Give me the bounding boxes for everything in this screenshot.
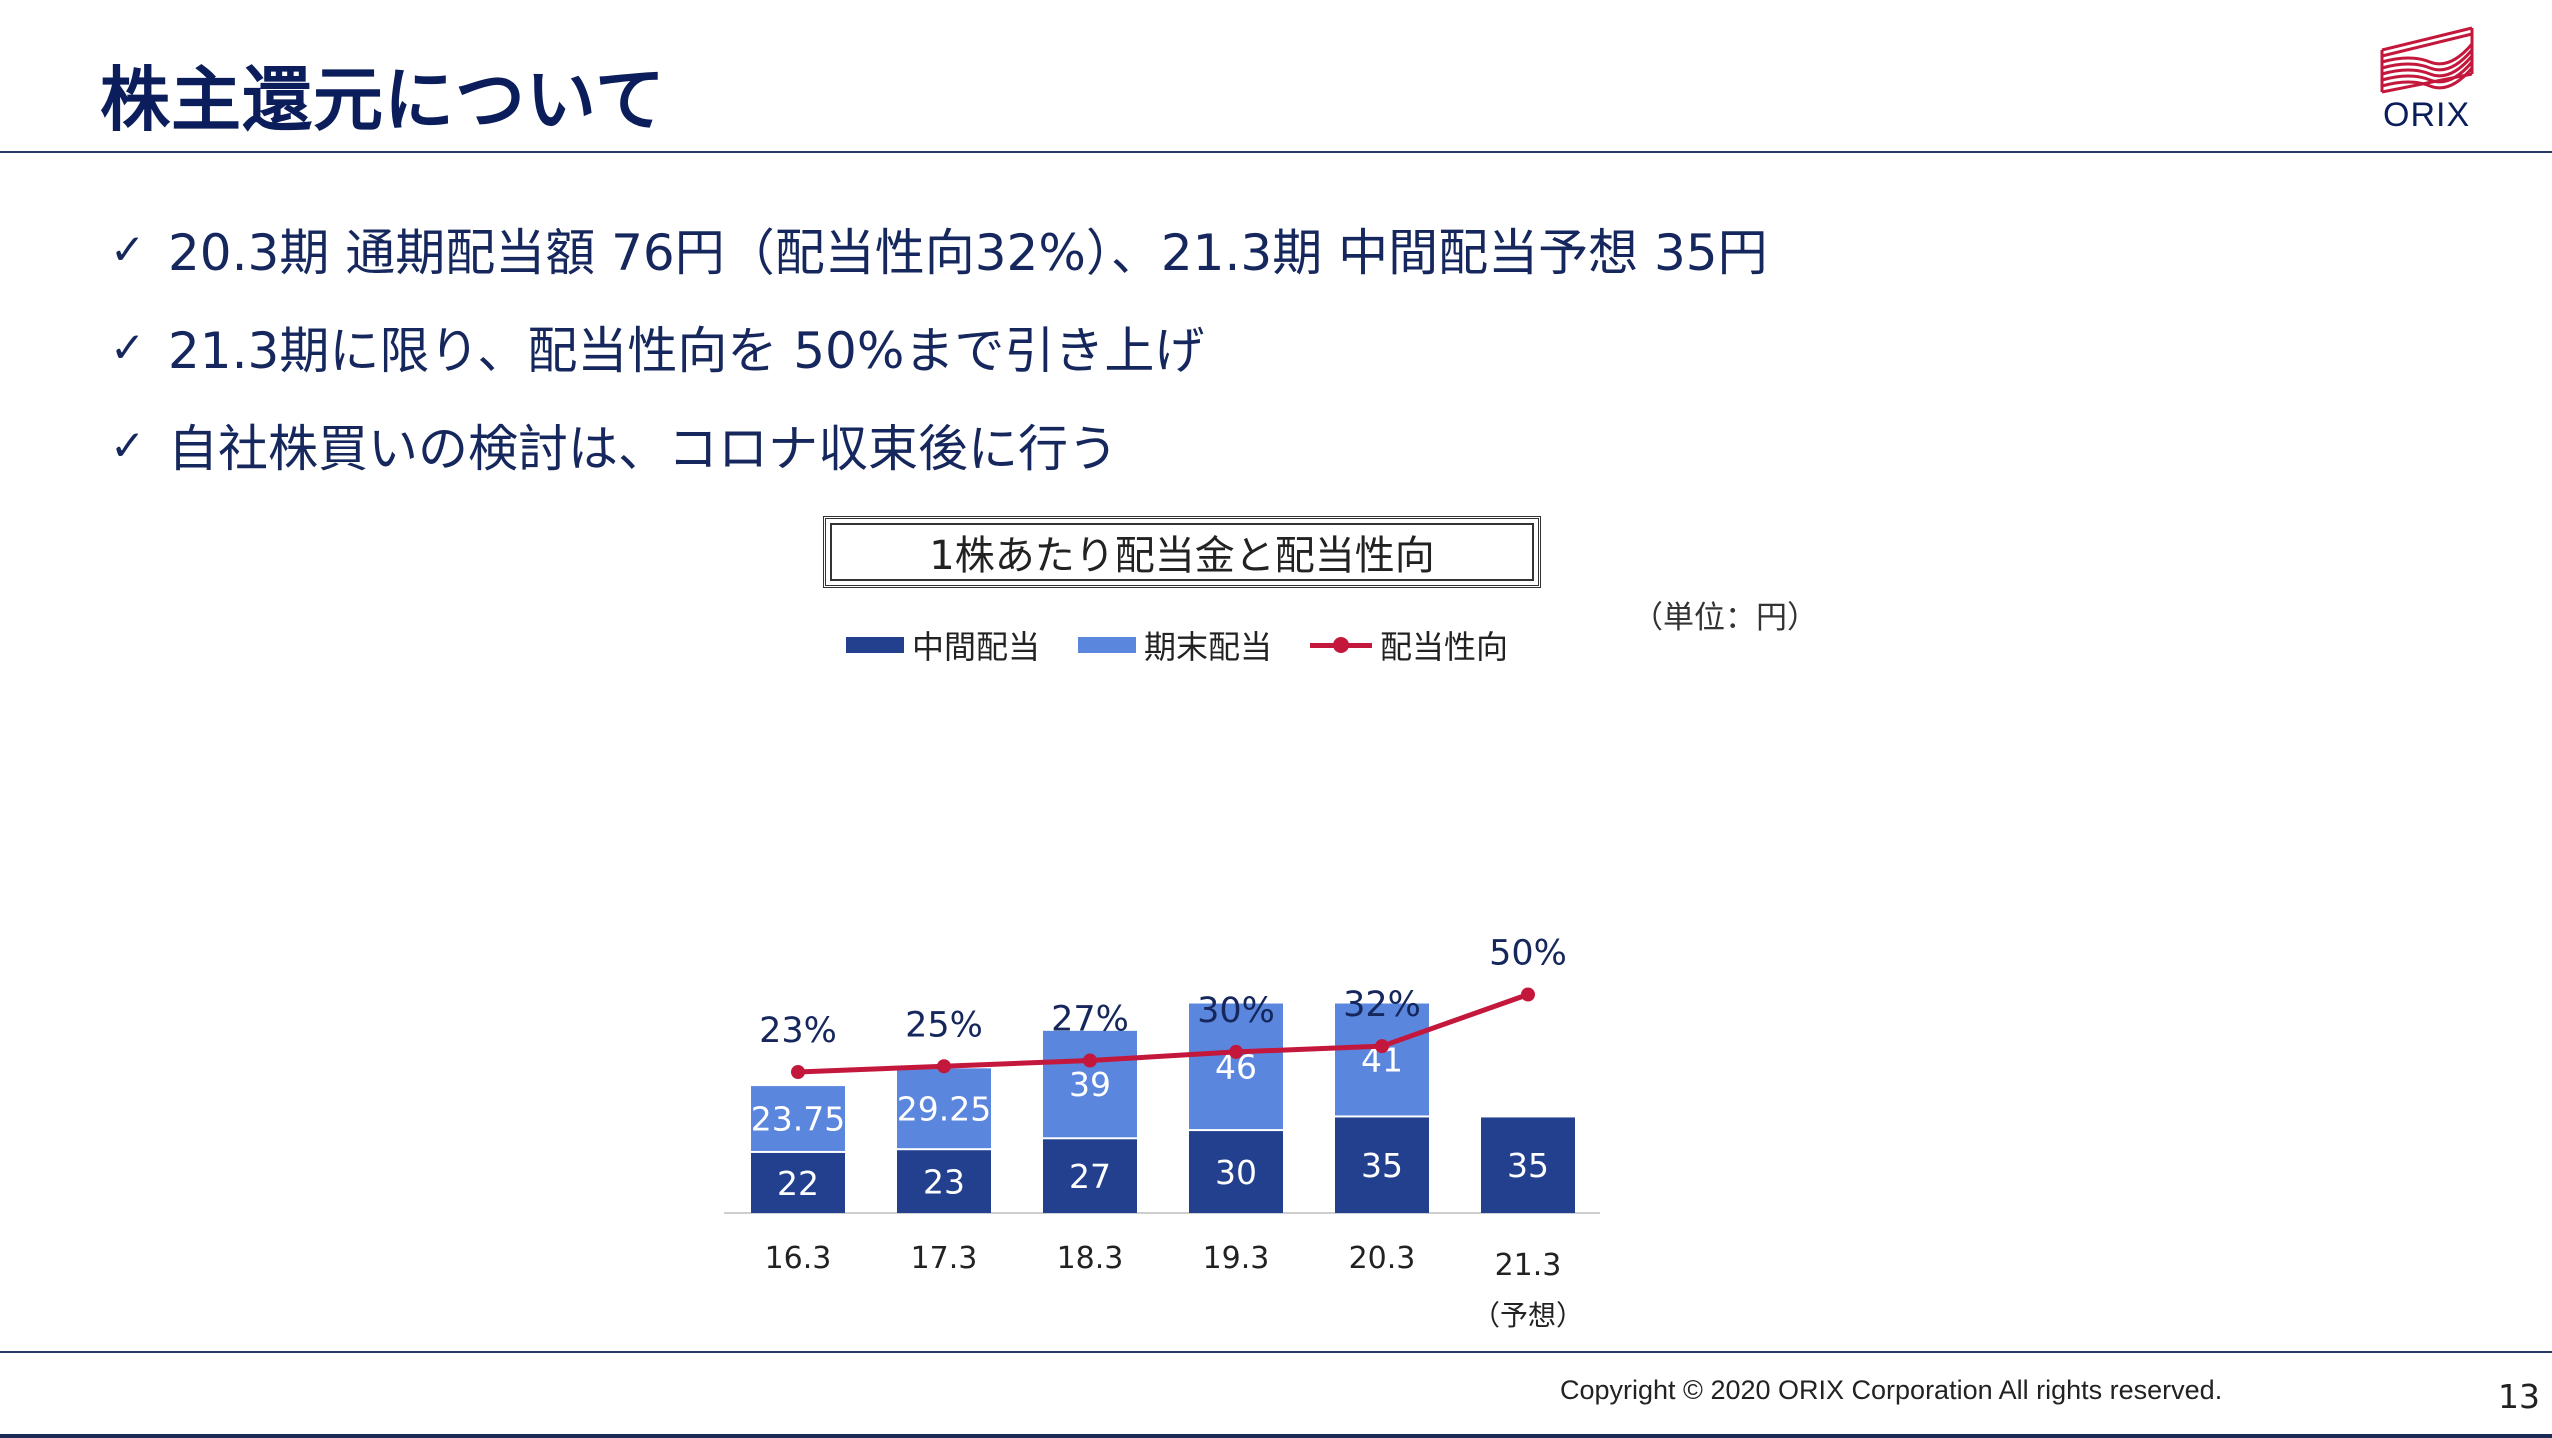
- bar-year-end: [1043, 1030, 1137, 1138]
- legend-item-payout: 配当性向: [1310, 622, 1508, 668]
- bar-year-end: [897, 1068, 991, 1149]
- unit-label: （単位：円）: [1632, 600, 1818, 636]
- bar-interim: [1335, 1117, 1429, 1213]
- payout-label: 50%: [1489, 934, 1567, 974]
- bar-year-end: [751, 1086, 845, 1151]
- bullet-list: ✓ 20.3期 通期配当額 76円（配当性向32%）、21.3期 中間配当予想 …: [110, 200, 1768, 494]
- bullet-text: 20.3期 通期配当額 76円（配当性向32%）、21.3期 中間配当予想 35…: [168, 224, 1768, 282]
- orix-logo-icon: [2380, 26, 2474, 94]
- bullet-item: ✓ 自社株買いの検討は、コロナ収束後に行う: [110, 396, 1768, 494]
- payout-line: [797, 992, 1529, 1075]
- x-tick-note: （予想）: [1472, 1299, 1584, 1332]
- bar-interim: [1189, 1131, 1283, 1213]
- bar-interim: [1481, 1117, 1575, 1213]
- bar-label-year-end: 23.75: [751, 1100, 845, 1139]
- bar-interim: [1043, 1139, 1137, 1213]
- x-tick-label: 20.3: [1349, 1241, 1416, 1276]
- legend-item-year-end: 期末配当: [1078, 622, 1272, 668]
- legend-line-marker-icon: [1310, 633, 1373, 657]
- bottom-border: [0, 1434, 2552, 1438]
- payout-point: [937, 1059, 951, 1074]
- payout-label: 32%: [1343, 985, 1421, 1025]
- copyright-text: Copyright © 2020 ORIX Corporation All ri…: [1560, 1375, 2223, 1405]
- legend-swatch-year-end: [1078, 637, 1137, 653]
- bullet-item: ✓ 20.3期 通期配当額 76円（配当性向32%）、21.3期 中間配当予想 …: [110, 200, 1768, 298]
- legend-label: 配当性向: [1380, 628, 1509, 666]
- bar-label-interim: 35: [1361, 1146, 1403, 1185]
- x-tick-label: 18.3: [1057, 1241, 1124, 1276]
- payout-label: 30%: [1197, 991, 1275, 1031]
- payout-label: 25%: [905, 1005, 983, 1045]
- bar-label-interim: 30: [1215, 1153, 1257, 1192]
- payout-point: [1229, 1044, 1243, 1059]
- bar-label-interim: 35: [1507, 1146, 1549, 1185]
- chart-legend: 中間配当 期末配当 配当性向: [846, 622, 1546, 668]
- x-tick-label: 17.3: [911, 1241, 978, 1276]
- check-icon: ✓: [110, 420, 146, 470]
- bar-label-year-end: 39: [1069, 1065, 1111, 1104]
- payout-point: [1521, 987, 1535, 1002]
- bullet-text: 21.3期に限り、配当性向を 50%まで引き上げ: [168, 322, 1205, 380]
- chart-title: 1株あたり配当金と配当性向: [823, 516, 1541, 588]
- header-divider: [0, 151, 2552, 153]
- payout-label: 23%: [759, 1011, 837, 1051]
- x-tick-label: 21.3: [1495, 1248, 1562, 1283]
- bar-label-interim: 27: [1069, 1157, 1111, 1196]
- page-number: 13: [2498, 1377, 2540, 1416]
- x-tick-label: 19.3: [1203, 1241, 1270, 1276]
- payout-point: [791, 1065, 805, 1079]
- bullet-item: ✓ 21.3期に限り、配当性向を 50%まで引き上げ: [110, 298, 1768, 396]
- payout-point: [1375, 1039, 1389, 1054]
- payout-label: 27%: [1051, 1000, 1129, 1040]
- bar-label-year-end: 29.25: [897, 1089, 991, 1128]
- check-icon: ✓: [110, 224, 146, 274]
- legend-label: 中間配当: [912, 628, 1041, 666]
- dividend-chart: 2223.7516.32329.2517.3273918.3304619.335…: [724, 934, 1600, 1332]
- legend-item-interim: 中間配当: [846, 622, 1040, 668]
- bar-label-interim: 23: [923, 1163, 965, 1202]
- bullet-text: 自社株買いの検討は、コロナ収束後に行う: [168, 420, 1118, 478]
- bar-year-end: [1335, 1003, 1429, 1116]
- footer-divider: [0, 1351, 2552, 1353]
- bar-interim: [751, 1152, 845, 1213]
- payout-point: [1083, 1053, 1097, 1068]
- legend-label: 期末配当: [1144, 628, 1273, 666]
- bar-year-end: [1189, 1003, 1283, 1130]
- page-title: 株主還元について: [100, 59, 666, 141]
- bar-interim: [897, 1150, 991, 1213]
- logo-text: ORIX: [2383, 96, 2471, 134]
- legend-swatch-interim: [846, 637, 904, 653]
- x-tick-label: 16.3: [765, 1241, 832, 1276]
- bar-label-interim: 22: [777, 1164, 819, 1203]
- check-icon: ✓: [110, 322, 146, 372]
